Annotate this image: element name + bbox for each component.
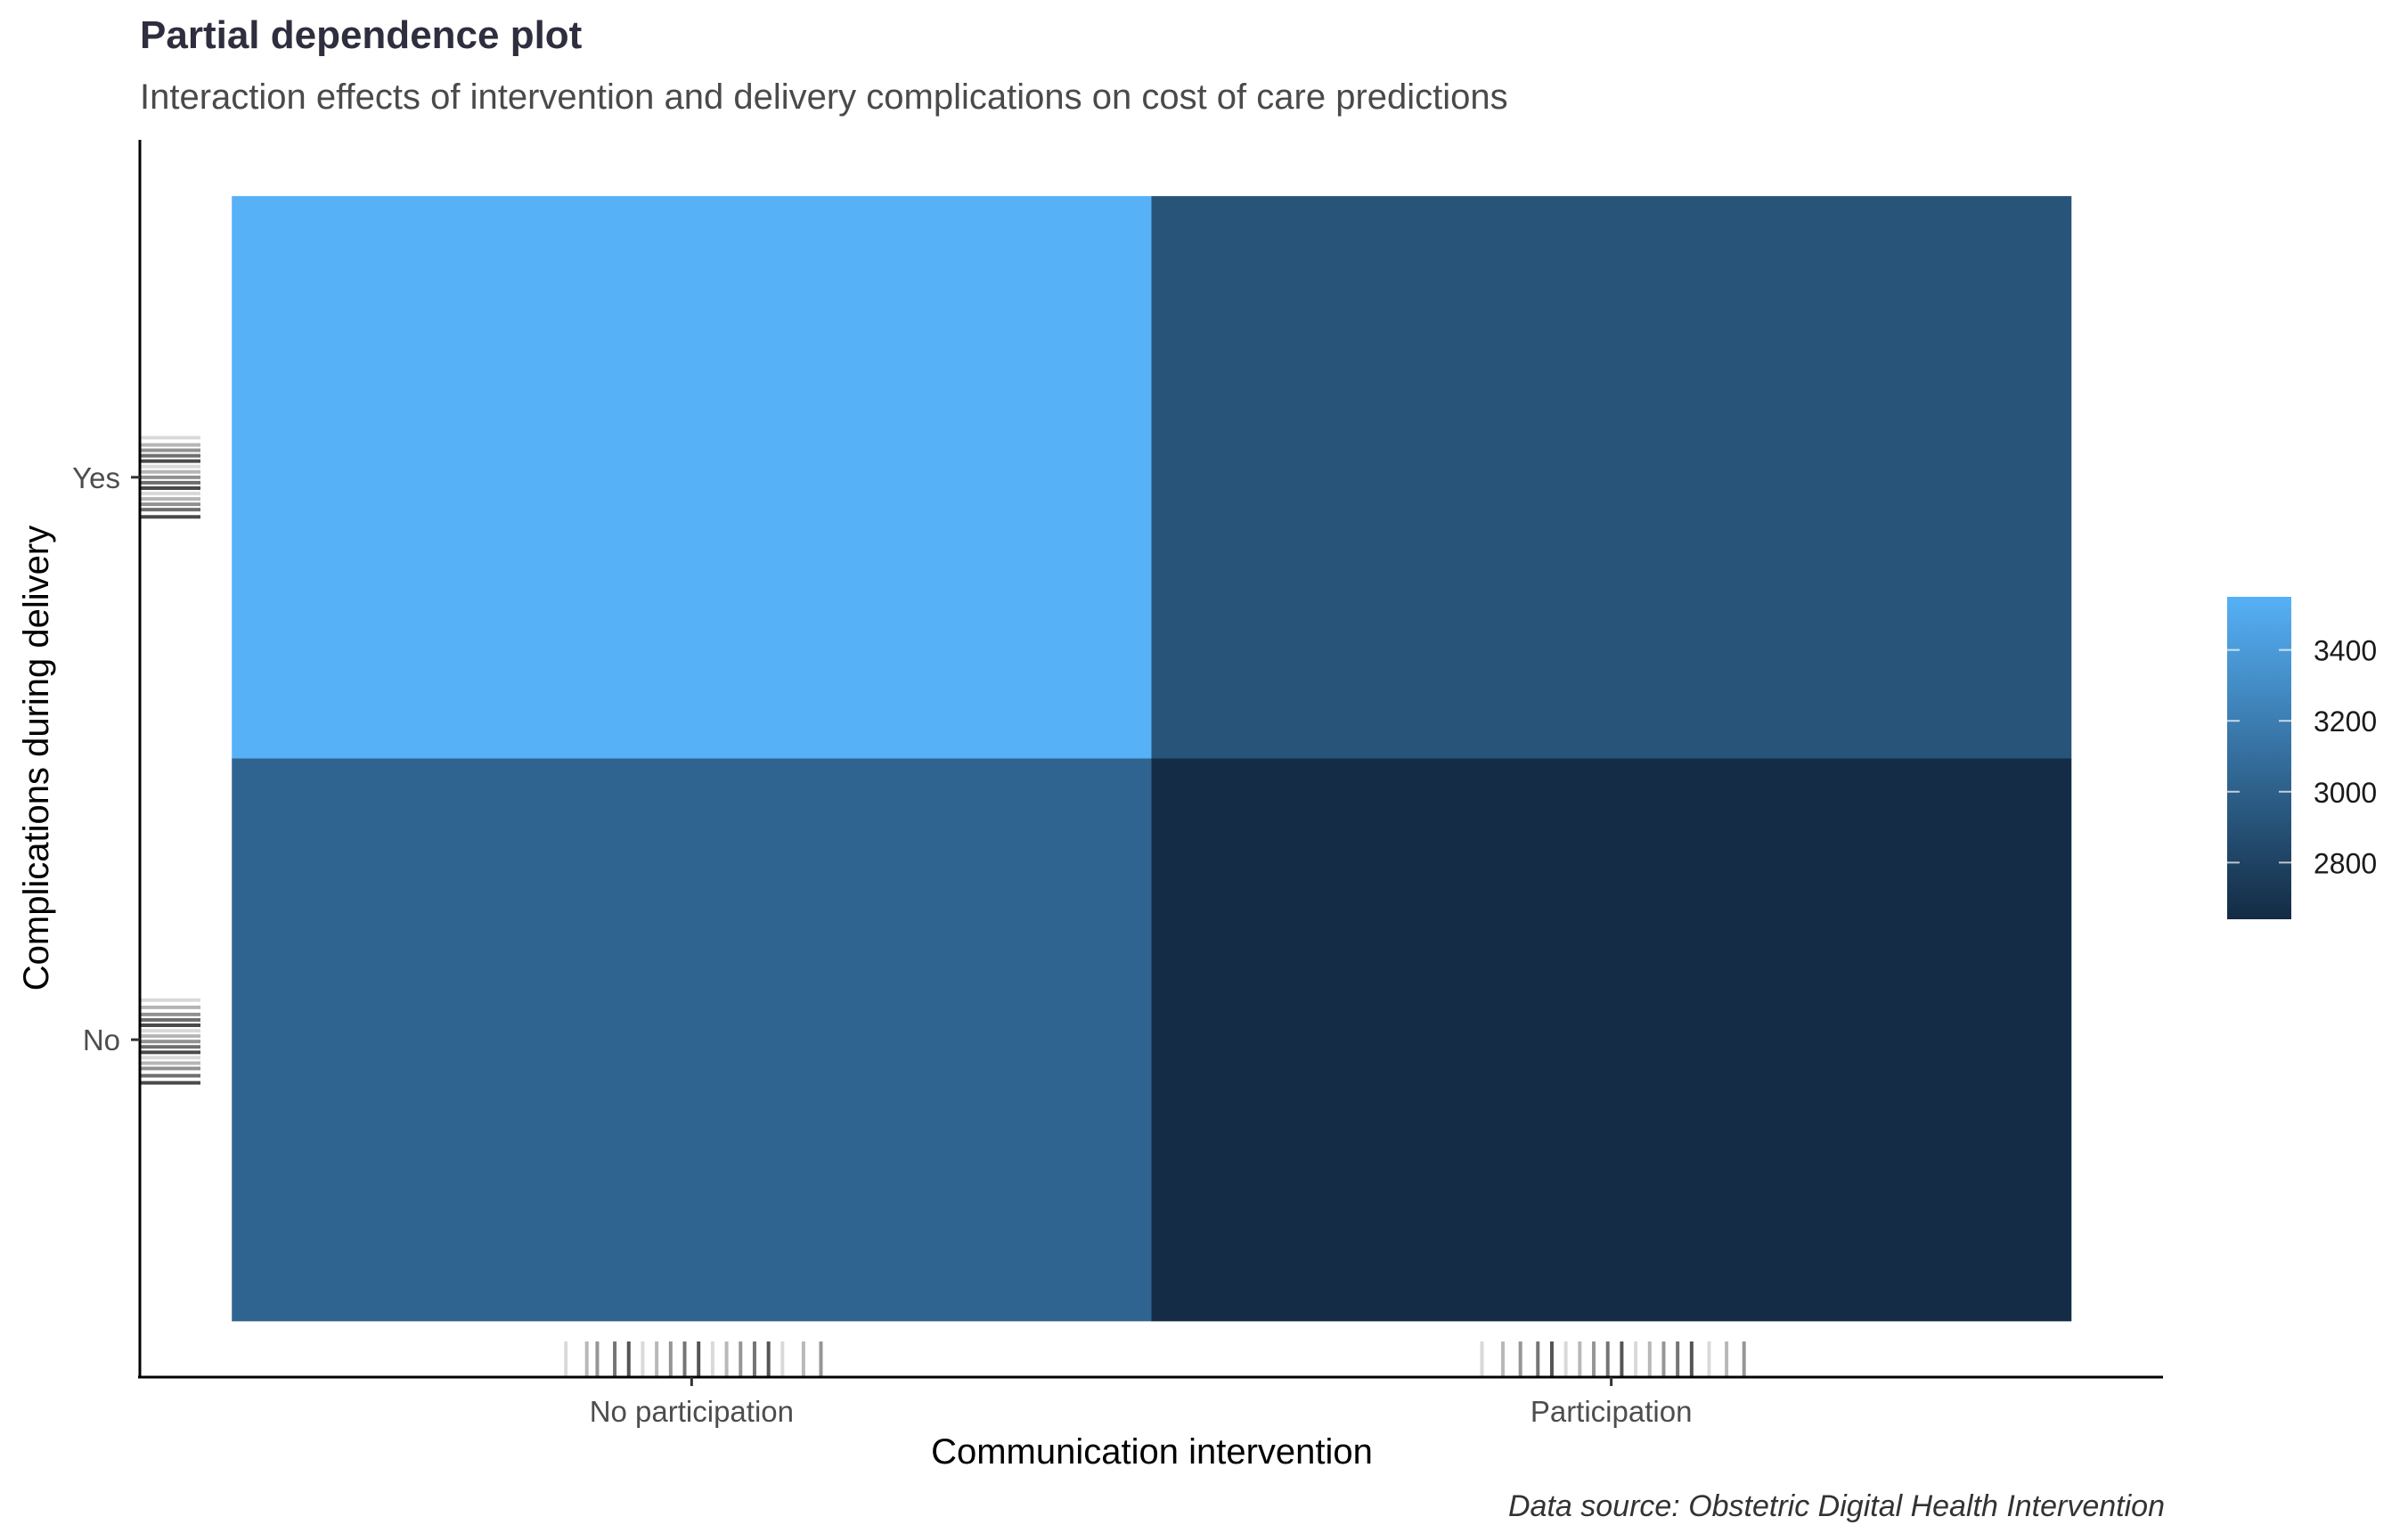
x-tick-label-participation: Participation [1531,1395,1693,1428]
colorbar-label-2800: 2800 [2314,847,2377,879]
heatmap-cells [232,196,2072,1322]
heatmap-cell-participation-yes [1151,196,2072,760]
heatmap-cell-participation-no [1151,758,2072,1322]
y-tick-label-no: No [83,1023,120,1056]
colorbar-label-3000: 3000 [2314,777,2377,809]
colorbar-label-3400: 3400 [2314,635,2377,667]
y-axis-ticks: No Yes [72,461,140,1056]
heatmap-cell-no-participation-yes [232,196,1152,760]
colorbar-ticks: 2800 3000 3200 3400 [2227,635,2377,879]
heatmap-cell-no-participation-no [232,758,1152,1322]
colorbar-label-3200: 3200 [2314,705,2377,738]
chart-title: Partial dependence plot [140,13,583,57]
colorbar-gradient [2227,597,2291,919]
y-rug [140,436,200,1085]
chart-caption: Data source: Obstetric Digital Health In… [1508,1489,2165,1523]
x-axis-ticks: No participation Participation [590,1377,1693,1428]
chart-subtitle: Interaction effects of intervention and … [140,77,1508,117]
colorbar-legend: 2800 3000 3200 3400 [2227,597,2377,919]
x-rug [564,1341,1746,1377]
y-tick-label-yes: Yes [72,461,120,494]
y-axis-title: Complications during delivery [17,526,56,991]
x-tick-label-no-participation: No participation [590,1395,794,1428]
x-axis-title: Communication intervention [931,1432,1373,1472]
